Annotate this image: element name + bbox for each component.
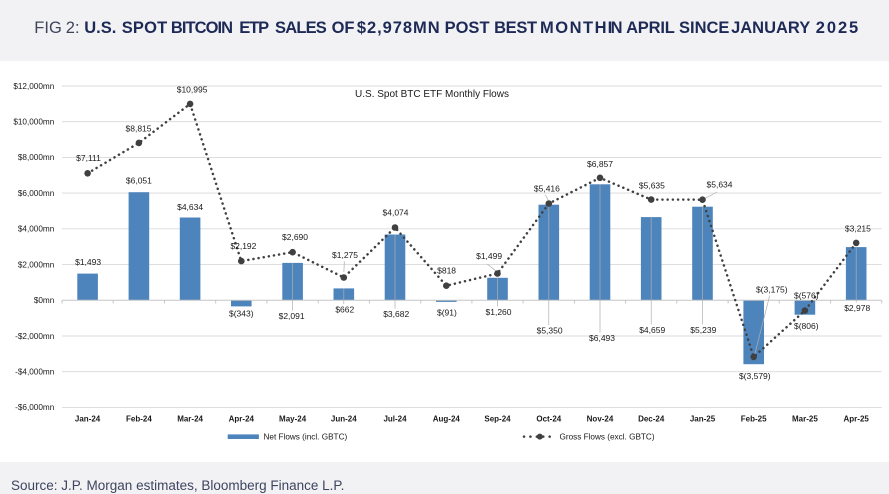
svg-text:Jun-24: Jun-24 (331, 414, 357, 423)
svg-text:$4,659: $4,659 (639, 325, 665, 335)
svg-text:$2,978: $2,978 (844, 303, 870, 313)
svg-text:-$2,000mn: -$2,000mn (15, 332, 55, 341)
svg-text:JANUARY: JANUARY (731, 19, 810, 37)
svg-text:Jul-24: Jul-24 (383, 414, 407, 423)
svg-text:$1,260: $1,260 (486, 307, 512, 317)
svg-text:$10,000mn: $10,000mn (13, 118, 54, 127)
svg-text:$6,857: $6,857 (587, 159, 613, 169)
svg-text:Apr-25: Apr-25 (844, 414, 870, 423)
svg-text:SALES: SALES (275, 19, 327, 37)
svg-text:U.S. Spot BTC ETF Monthly Flow: U.S. Spot BTC ETF Monthly Flows (355, 89, 509, 100)
svg-text:$3,215: $3,215 (845, 224, 871, 234)
svg-text:$2,690: $2,690 (282, 232, 308, 242)
svg-text:BITCOIN: BITCOIN (171, 19, 232, 37)
svg-text:$8,000mn: $8,000mn (18, 153, 55, 162)
svg-text:$818: $818 (437, 266, 456, 276)
svg-text:$8,815: $8,815 (126, 124, 152, 134)
svg-text:Feb-25: Feb-25 (741, 414, 767, 423)
svg-text:$2,091: $2,091 (279, 311, 305, 321)
svg-text:APRIL: APRIL (626, 19, 675, 37)
svg-text:OF: OF (332, 19, 355, 37)
svg-text:$6,051: $6,051 (126, 175, 152, 185)
svg-text:Aug-24: Aug-24 (433, 414, 461, 423)
svg-text:$(3,175): $(3,175) (756, 284, 788, 294)
svg-text:$(576): $(576) (794, 291, 819, 301)
svg-text:$5,416: $5,416 (534, 184, 560, 194)
svg-text:$2,192: $2,192 (230, 241, 256, 251)
svg-text:$0mn: $0mn (34, 296, 55, 305)
svg-text:2:: 2: (66, 19, 80, 37)
svg-text:BEST: BEST (494, 19, 537, 37)
svg-text:$(806): $(806) (794, 321, 819, 331)
svg-text:ETP: ETP (239, 19, 269, 37)
svg-text:Jan-24: Jan-24 (75, 414, 101, 423)
svg-text:IN: IN (608, 19, 622, 37)
svg-text:$4,634: $4,634 (177, 202, 203, 212)
svg-text:$2,978MN: $2,978MN (357, 19, 441, 37)
svg-text:$662: $662 (335, 304, 354, 314)
svg-text:Nov-24: Nov-24 (587, 414, 614, 423)
svg-text:$5,350: $5,350 (537, 325, 563, 335)
svg-text:$(343): $(343) (229, 309, 254, 319)
svg-text:$5,635: $5,635 (639, 181, 665, 191)
svg-text:$10,995: $10,995 (177, 84, 208, 94)
svg-text:$(3,579): $(3,579) (739, 371, 771, 381)
svg-text:$1,493: $1,493 (75, 257, 101, 267)
svg-text:$1,275: $1,275 (332, 250, 358, 260)
svg-text:May-24: May-24 (279, 414, 307, 423)
svg-text:Dec-24: Dec-24 (638, 414, 665, 423)
svg-text:Net Flows (incl. GBTC): Net Flows (incl. GBTC) (264, 433, 348, 442)
svg-text:$1,499: $1,499 (476, 251, 502, 261)
svg-text:$3,682: $3,682 (383, 309, 409, 319)
svg-text:$4,000mn: $4,000mn (18, 225, 55, 234)
svg-text:MONTH: MONTH (540, 19, 608, 37)
svg-text:Feb-24: Feb-24 (126, 414, 152, 423)
svg-text:Sep-24: Sep-24 (484, 414, 511, 423)
svg-text:U.S.: U.S. (84, 19, 116, 37)
svg-text:-$4,000mn: -$4,000mn (15, 368, 55, 377)
svg-text:$7,111: $7,111 (76, 153, 101, 163)
svg-text:$5,634: $5,634 (707, 180, 733, 190)
svg-text:SINCE: SINCE (679, 19, 729, 37)
svg-text:$5,239: $5,239 (690, 325, 716, 335)
svg-text:$6,493: $6,493 (589, 333, 615, 343)
svg-text:$6,000mn: $6,000mn (18, 189, 55, 198)
svg-text:SPOT: SPOT (122, 19, 168, 37)
svg-text:$4,074: $4,074 (383, 208, 409, 218)
svg-text:POST: POST (445, 19, 490, 37)
svg-text:-$6,000mn: -$6,000mn (15, 403, 55, 412)
svg-text:$2,000mn: $2,000mn (18, 260, 55, 269)
svg-text:Mar-25: Mar-25 (792, 414, 818, 423)
svg-text:Jan-25: Jan-25 (690, 414, 716, 423)
svg-text:$(91): $(91) (437, 308, 457, 318)
svg-text:Oct-24: Oct-24 (536, 414, 561, 423)
svg-text:2025: 2025 (816, 19, 860, 37)
svg-text:Mar-24: Mar-24 (177, 414, 203, 423)
svg-text:Apr-24: Apr-24 (229, 414, 255, 423)
svg-text:$12,000mn: $12,000mn (13, 82, 54, 91)
svg-text:Gross Flows (excl. GBTC): Gross Flows (excl. GBTC) (560, 432, 655, 441)
svg-text:FIG: FIG (34, 19, 62, 37)
